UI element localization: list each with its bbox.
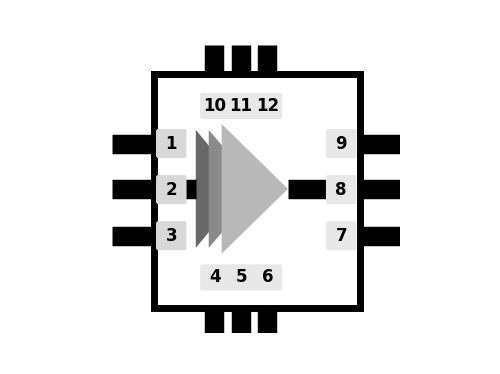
Polygon shape — [196, 130, 244, 248]
Polygon shape — [208, 130, 259, 248]
Bar — [154, 74, 360, 309]
Text: 7: 7 — [336, 227, 347, 245]
Text: 3: 3 — [166, 227, 177, 245]
Text: 10: 10 — [203, 97, 226, 115]
FancyBboxPatch shape — [226, 93, 256, 119]
Polygon shape — [222, 124, 288, 254]
FancyBboxPatch shape — [253, 264, 282, 291]
FancyBboxPatch shape — [326, 221, 356, 250]
Text: 9: 9 — [336, 135, 347, 153]
FancyBboxPatch shape — [326, 129, 356, 158]
FancyBboxPatch shape — [253, 93, 282, 119]
FancyBboxPatch shape — [200, 264, 229, 291]
Text: 5: 5 — [236, 269, 247, 286]
Text: 4: 4 — [209, 269, 220, 286]
Text: 6: 6 — [262, 269, 274, 286]
FancyBboxPatch shape — [156, 175, 186, 204]
Text: 12: 12 — [256, 97, 279, 115]
FancyBboxPatch shape — [156, 221, 186, 250]
Text: 8: 8 — [336, 181, 347, 199]
FancyBboxPatch shape — [326, 175, 356, 204]
FancyBboxPatch shape — [226, 264, 256, 291]
FancyBboxPatch shape — [156, 129, 186, 158]
Text: 1: 1 — [166, 135, 177, 153]
Text: 11: 11 — [230, 97, 252, 115]
FancyBboxPatch shape — [200, 93, 229, 119]
Text: 2: 2 — [166, 181, 177, 199]
